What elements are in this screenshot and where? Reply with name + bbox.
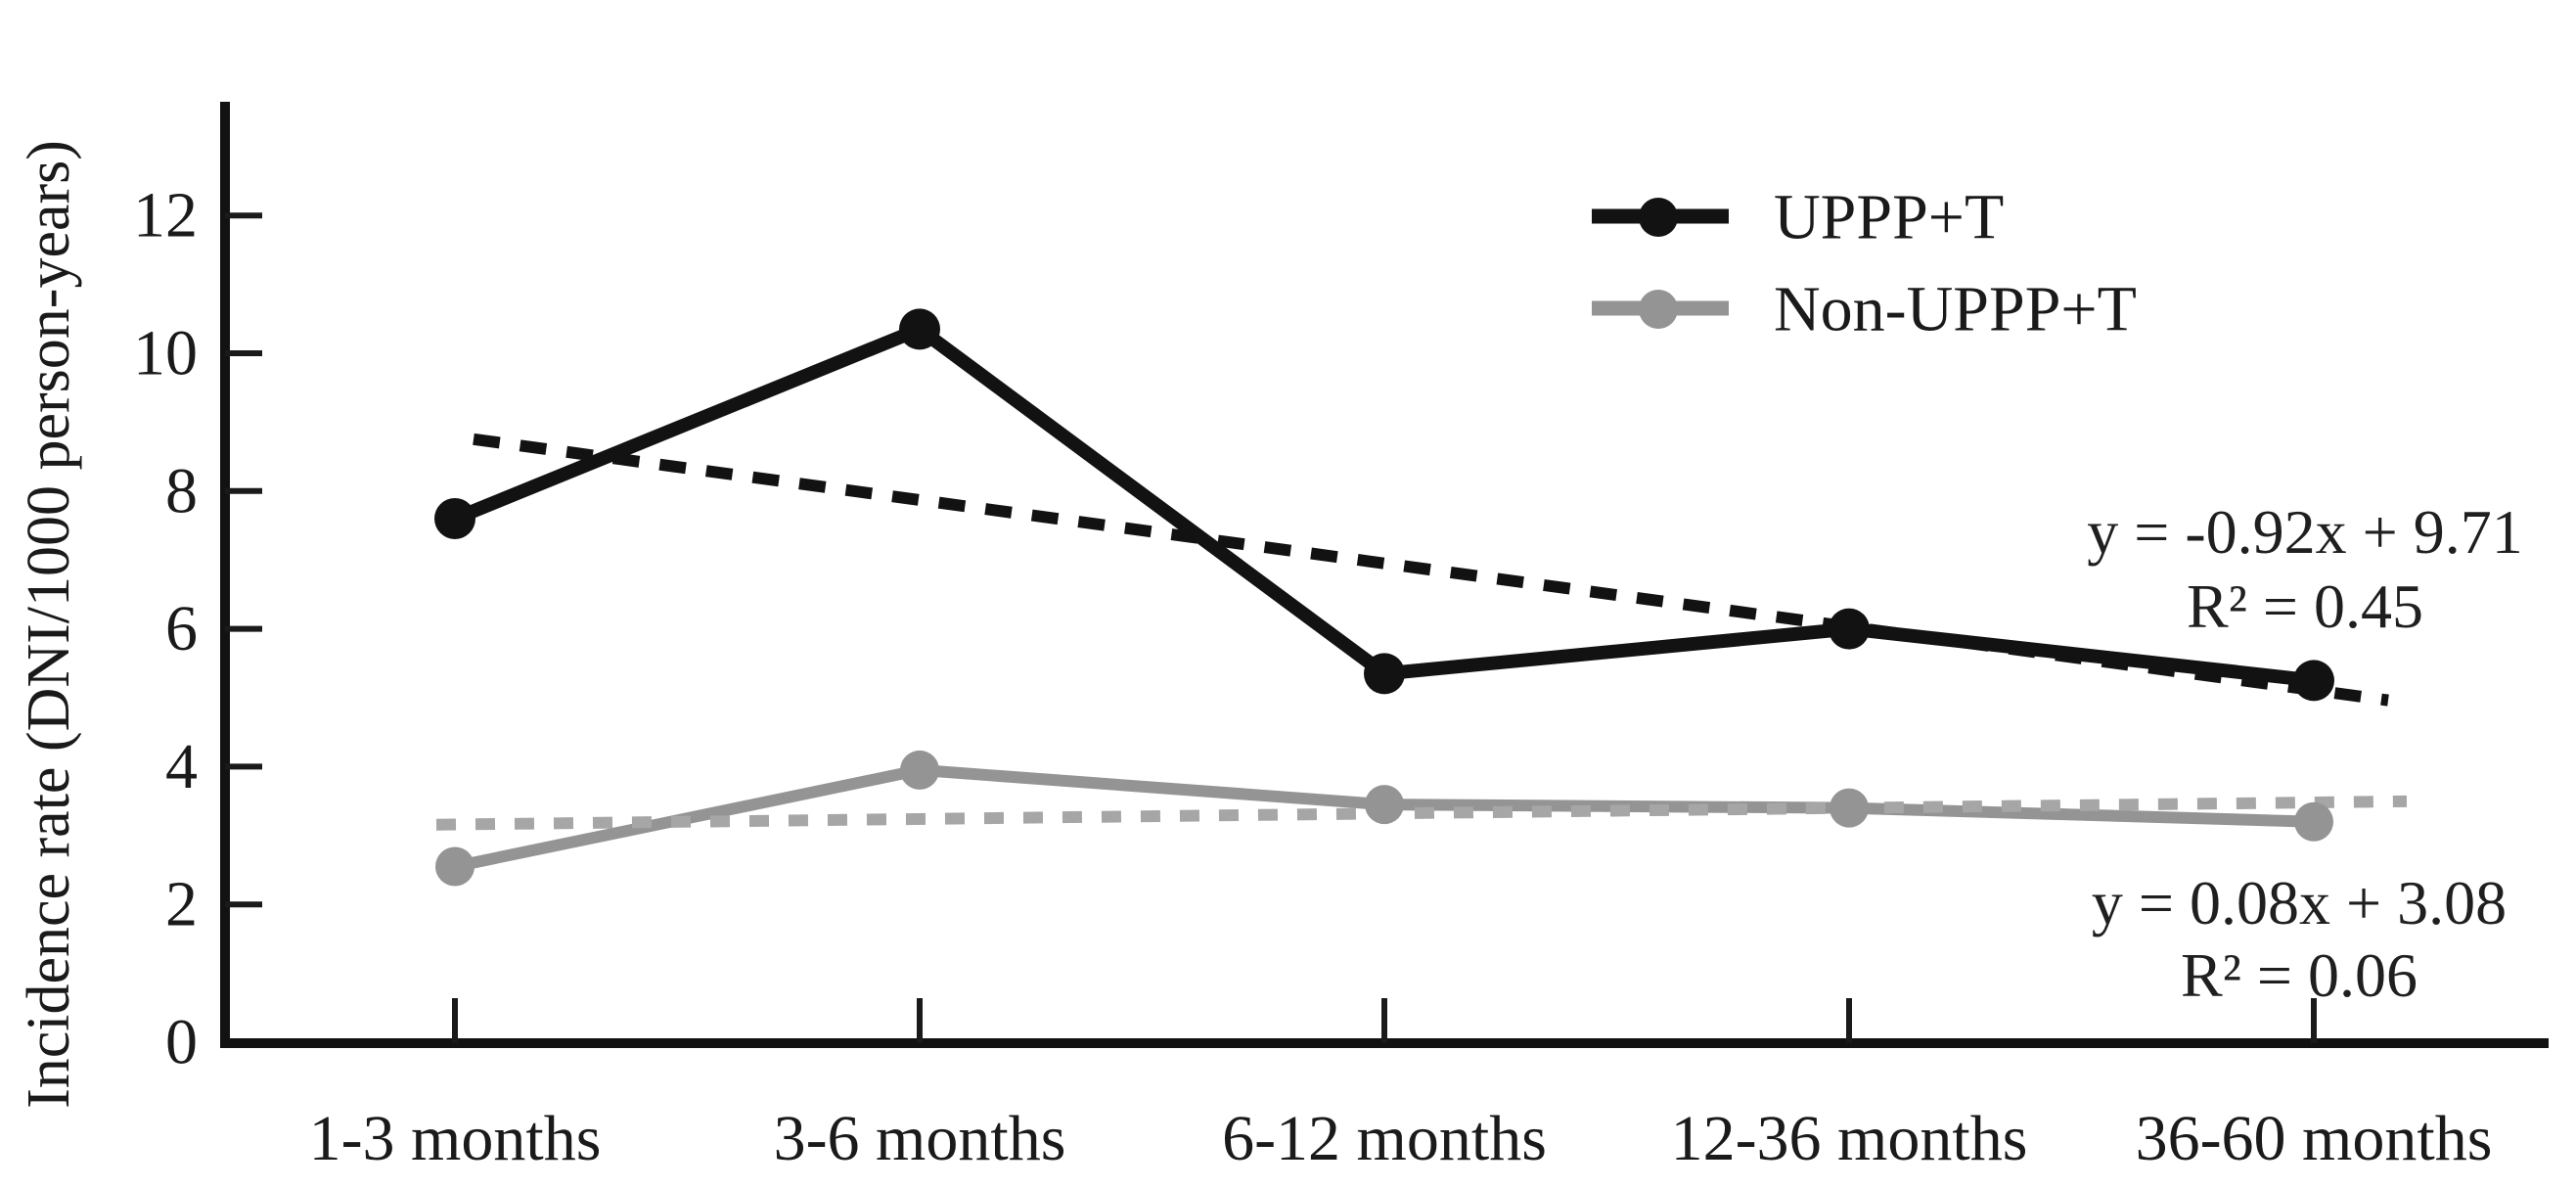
trend-equation-label: y = 0.08x + 3.08 bbox=[2092, 868, 2507, 937]
x-tick-label: 36-60 months bbox=[2136, 1103, 2493, 1174]
data-point-non-uppp-t-1 bbox=[900, 750, 939, 790]
legend-item-non-uppp-t: Non-UPPP+T bbox=[1592, 274, 2137, 345]
legend-marker-icon bbox=[1639, 290, 1678, 329]
data-point-uppp-t-2 bbox=[1364, 653, 1405, 695]
y-axis-title: Incidence rate (DNI/1000 person-years) bbox=[16, 140, 82, 1109]
y-tick-label: 12 bbox=[133, 180, 198, 251]
data-point-uppp-t-0 bbox=[434, 497, 475, 539]
data-point-uppp-t-1 bbox=[899, 308, 940, 350]
trendline-non-uppp-t bbox=[435, 795, 2408, 831]
y-tick-label: 8 bbox=[165, 455, 198, 526]
y-tick-label: 6 bbox=[165, 593, 198, 664]
trend-r2-label: R² = 0.45 bbox=[2187, 571, 2423, 641]
data-point-non-uppp-t-3 bbox=[1830, 788, 1869, 828]
x-tick-label: 1-3 months bbox=[309, 1103, 602, 1174]
x-tick-label: 12-36 months bbox=[1671, 1103, 2028, 1174]
y-tick-label: 0 bbox=[165, 1007, 198, 1078]
x-tick-label: 6-12 months bbox=[1222, 1103, 1547, 1174]
trend-equation-label: y = -0.92x + 9.71 bbox=[2087, 497, 2523, 567]
y-tick-label: 4 bbox=[165, 731, 198, 802]
series-line-uppp-t bbox=[448, 322, 2321, 688]
legend-label: Non-UPPP+T bbox=[1774, 274, 2137, 345]
legend-item-uppp-t: UPPP+T bbox=[1592, 182, 2004, 253]
legend-marker-icon bbox=[1639, 198, 1678, 237]
plot-area: 0 2 4 6 8 10 12 1-3 months 3-6 months 6-12 months… bbox=[133, 180, 2523, 1174]
data-point-uppp-t-4 bbox=[2293, 660, 2334, 702]
y-tick-label: 2 bbox=[165, 869, 198, 940]
trend-r2-label: R² = 0.06 bbox=[2181, 940, 2418, 1010]
x-tick-label: 3-6 months bbox=[774, 1103, 1066, 1174]
data-point-non-uppp-t-4 bbox=[2294, 801, 2333, 842]
trendline-uppp-t bbox=[473, 433, 2389, 707]
legend-label: UPPP+T bbox=[1774, 182, 2004, 253]
data-point-non-uppp-t-0 bbox=[435, 846, 475, 887]
data-point-uppp-t-3 bbox=[1829, 608, 1870, 650]
y-tick-label: 10 bbox=[133, 318, 198, 389]
data-point-non-uppp-t-2 bbox=[1365, 785, 1404, 825]
